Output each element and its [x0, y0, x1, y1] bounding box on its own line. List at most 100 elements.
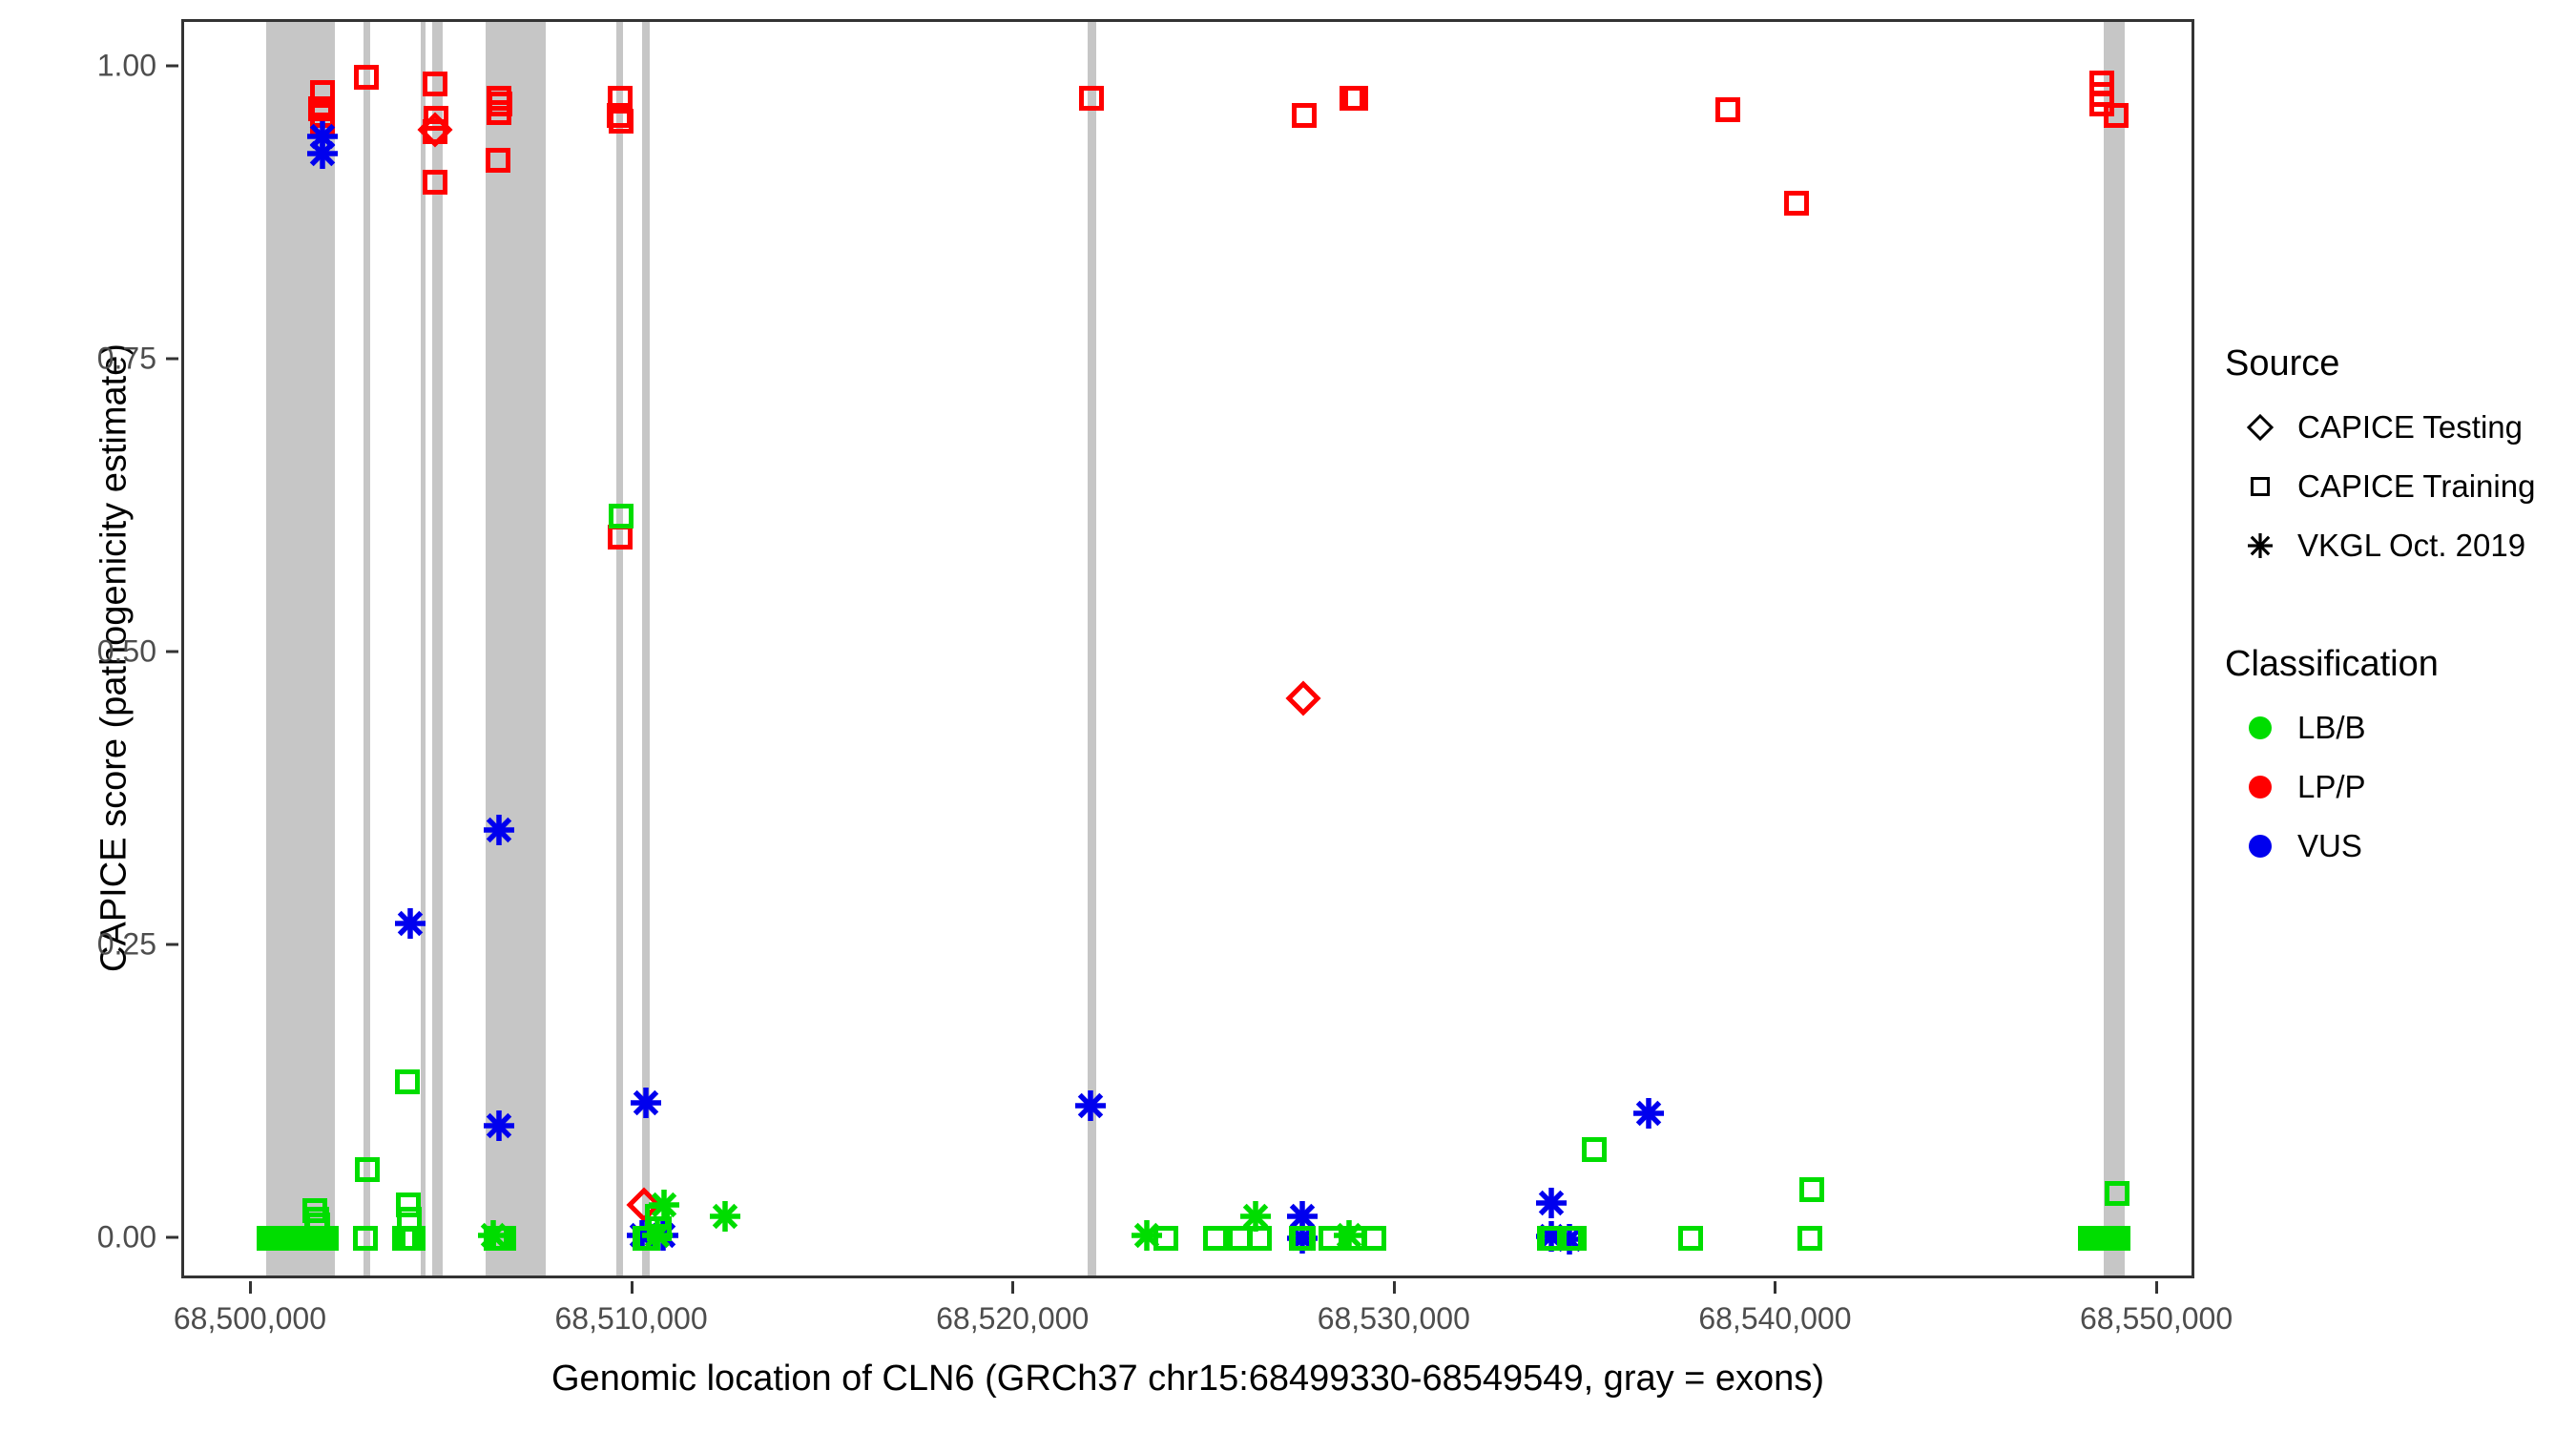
x-tick-mark: [2155, 1281, 2159, 1294]
data-point-square: [2104, 103, 2129, 129]
data-point-square: [1783, 191, 1809, 217]
x-tick-label: 68,540,000: [1698, 1301, 1852, 1336]
legend-item-label: CAPICE Testing: [2297, 409, 2523, 445]
exon-band: [265, 22, 335, 1275]
legend-item-label: LB/B: [2297, 710, 2366, 745]
legend-group-title: Source: [2225, 343, 2340, 384]
y-tick-mark: [166, 1235, 178, 1239]
data-point-asterisk: [707, 1198, 743, 1234]
data-point-square: [400, 1225, 426, 1251]
legend-spacer: [2223, 575, 2576, 644]
data-point-square: [1799, 1177, 1825, 1203]
data-point-square: [2105, 1180, 2130, 1206]
data-point-square: [423, 105, 448, 131]
data-point-asterisk: [481, 812, 517, 848]
data-point-square: [1715, 97, 1741, 123]
data-point-square: [354, 64, 380, 90]
data-point-asterisk: [628, 1085, 664, 1121]
data-point-diamond: [1285, 679, 1321, 716]
x-tick-label: 68,530,000: [1317, 1301, 1470, 1336]
x-tick-label: 68,500,000: [173, 1301, 326, 1336]
data-point-square: [1079, 85, 1105, 111]
data-point-asterisk: [1631, 1095, 1667, 1131]
exon-band: [615, 22, 624, 1275]
x-tick-mark: [1774, 1281, 1777, 1294]
y-tick-mark: [166, 650, 178, 653]
legend-item[interactable]: CAPICE Testing: [2223, 398, 2576, 457]
data-point-square: [608, 504, 634, 529]
legend-dot-icon: [2223, 776, 2297, 798]
legend-square-icon: [2223, 477, 2297, 496]
data-point-asterisk: [475, 1217, 511, 1254]
y-tick-label: 0.75: [96, 341, 156, 376]
legend-item-label: VKGL Oct. 2019: [2297, 528, 2526, 563]
data-point-asterisk: [392, 905, 428, 942]
y-tick-label: 1.00: [96, 48, 156, 83]
data-point-asterisk: [1237, 1198, 1274, 1234]
x-tick-mark: [248, 1281, 252, 1294]
data-point-square: [1343, 85, 1369, 111]
data-point-asterisk: [1129, 1217, 1165, 1254]
exon-band: [2104, 22, 2126, 1275]
legend-asterisk-icon: [2223, 530, 2297, 561]
data-point-square: [487, 99, 512, 125]
data-point-square: [1202, 1225, 1228, 1251]
legend-item[interactable]: LP/P: [2223, 757, 2576, 817]
data-point-square: [310, 79, 336, 105]
y-tick-label: 0.50: [96, 633, 156, 669]
data-point-square: [2105, 1225, 2130, 1251]
y-tick-mark: [166, 64, 178, 68]
data-point-square: [1797, 1225, 1823, 1251]
data-point-asterisk: [304, 135, 341, 172]
exon-band: [420, 22, 426, 1275]
data-point-square: [608, 85, 634, 111]
data-point-square: [354, 1157, 380, 1183]
data-point-square: [396, 1192, 422, 1218]
legend-item[interactable]: VUS: [2223, 817, 2576, 876]
data-point-asterisk: [1331, 1217, 1367, 1254]
x-tick-label: 68,510,000: [554, 1301, 708, 1336]
y-tick-mark: [166, 943, 178, 946]
legend-item[interactable]: VKGL Oct. 2019: [2223, 516, 2576, 575]
legend-item-label: CAPICE Training: [2297, 468, 2536, 504]
data-point-asterisk: [1072, 1088, 1109, 1124]
legend-item-label: VUS: [2297, 828, 2362, 863]
plot-panel: [181, 19, 2194, 1278]
exon-band: [1088, 22, 1097, 1275]
data-point-square: [395, 1069, 421, 1095]
legend-dot-icon: [2223, 835, 2297, 858]
exon-band: [363, 22, 370, 1275]
data-point-square: [1291, 1225, 1317, 1251]
data-point-square: [1581, 1137, 1607, 1163]
legend-item-label: LP/P: [2297, 769, 2366, 804]
legend-item[interactable]: CAPICE Training: [2223, 457, 2576, 516]
data-point-asterisk: [639, 1217, 675, 1254]
exon-band: [431, 22, 443, 1275]
data-point-square: [1562, 1225, 1588, 1251]
legend-diamond-icon: [2223, 413, 2297, 442]
x-tick-label: 68,550,000: [2079, 1301, 2233, 1336]
x-tick-mark: [1392, 1281, 1396, 1294]
data-point-square: [423, 170, 448, 196]
data-point-diamond: [625, 1187, 662, 1223]
legend-dot-icon: [2223, 716, 2297, 739]
data-point-asterisk: [481, 1108, 517, 1144]
data-point-square: [1246, 1225, 1272, 1251]
x-axis-title: Genomic location of CLN6 (GRCh37 chr15:6…: [551, 1358, 1824, 1399]
data-point-asterisk: [646, 1187, 682, 1223]
x-tick-label: 68,520,000: [936, 1301, 1090, 1336]
data-point-square: [1292, 103, 1318, 129]
exon-band: [485, 22, 546, 1275]
y-tick-label: 0.00: [96, 1219, 156, 1255]
data-point-square: [608, 109, 634, 135]
legend-group-title: Classification: [2225, 644, 2439, 684]
x-tick-mark: [630, 1281, 634, 1294]
data-point-diamond: [417, 112, 453, 148]
data-point-square: [352, 1225, 378, 1251]
data-point-square: [1677, 1225, 1703, 1251]
legend-item[interactable]: LB/B: [2223, 698, 2576, 757]
x-tick-mark: [1011, 1281, 1015, 1294]
y-tick-mark: [166, 357, 178, 361]
data-point-square: [422, 72, 447, 97]
